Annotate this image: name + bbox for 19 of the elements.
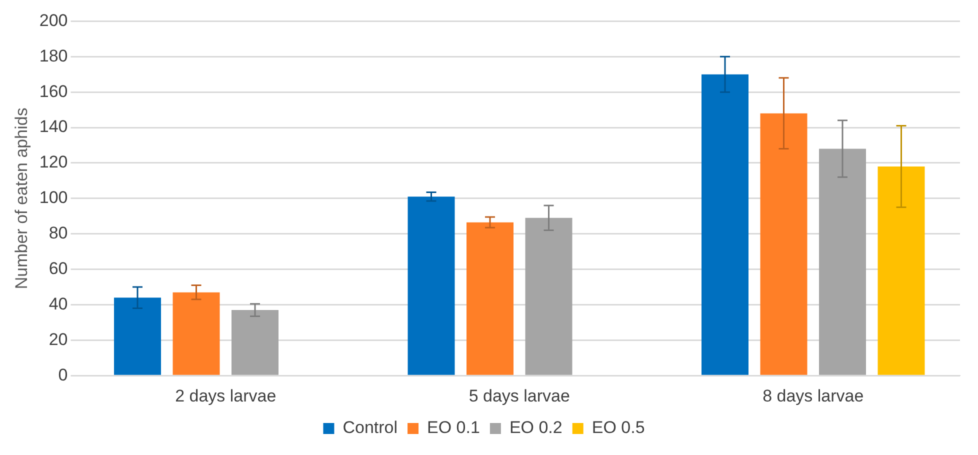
y-tick-label: 140 xyxy=(39,117,68,136)
y-tick-label: 40 xyxy=(48,294,68,314)
y-axis-title: Number of eaten aphids xyxy=(12,108,31,290)
x-tick-label: 5 days larvae xyxy=(468,386,570,406)
y-tick-label: 180 xyxy=(39,46,68,66)
legend-label: EO 0.5 xyxy=(592,418,645,438)
legend-label: EO 0.2 xyxy=(509,418,562,438)
y-tick-label: 100 xyxy=(39,188,68,208)
x-tick-label: 8 days larvae xyxy=(762,386,864,406)
y-tick-label: 200 xyxy=(39,10,68,30)
y-tick-label: 80 xyxy=(48,224,68,243)
x-tick-label: 2 days larvae xyxy=(175,386,276,406)
legend-label: EO 0.1 xyxy=(427,418,480,438)
legend-label: Control xyxy=(342,418,398,438)
y-tick-label: 20 xyxy=(48,330,68,349)
y-tick-label: 0 xyxy=(58,365,68,384)
y-tick-label: 60 xyxy=(48,258,68,278)
y-tick-label: 160 xyxy=(39,82,68,101)
y-tick-label: 120 xyxy=(39,152,68,172)
